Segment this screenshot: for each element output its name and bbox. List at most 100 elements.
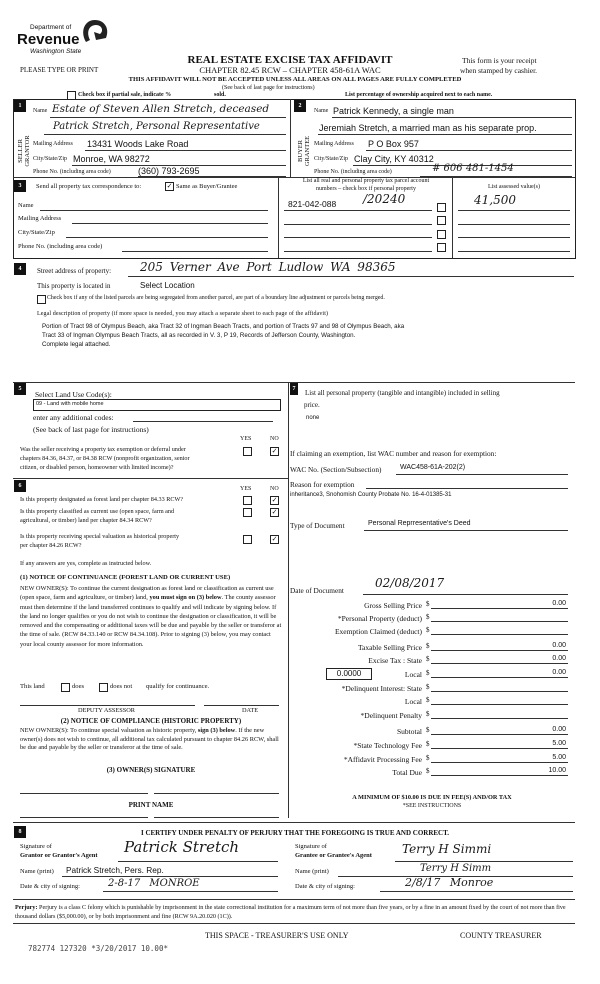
corr-mailing-input[interactable] xyxy=(72,223,268,224)
line xyxy=(431,775,568,776)
doc-type-value[interactable]: Personal Reprresentative's Deed xyxy=(368,520,471,527)
buyer-name-label: Name xyxy=(314,108,329,114)
personal-property-checkbox[interactable] xyxy=(437,203,446,212)
fee-value[interactable]: 0.00 xyxy=(552,642,566,649)
dollar-sign: $ xyxy=(426,655,430,663)
line xyxy=(458,237,570,238)
historic-no-checkbox[interactable]: ✓ xyxy=(270,535,279,544)
buyer-name[interactable]: Patrick Kennedy, a single man xyxy=(333,106,454,116)
fee-value[interactable]: 5.00 xyxy=(552,754,566,761)
owner-signature-line[interactable] xyxy=(20,793,148,794)
seller-phone[interactable]: (360) 793-2695 xyxy=(138,166,200,176)
personal-property-checkbox[interactable] xyxy=(437,230,446,239)
doc-date-label: Date of Document xyxy=(290,586,344,595)
legal-description-3[interactable]: Complete legal attached. xyxy=(42,341,111,348)
divider xyxy=(13,382,575,383)
fee-label: Exemption Claimed (deduct) xyxy=(334,627,422,636)
grantee-name[interactable]: Terry H Simm xyxy=(420,863,492,874)
parties-box xyxy=(13,99,576,259)
seller-name[interactable]: Estate of Steven Allen Stretch, deceased xyxy=(52,103,270,115)
line xyxy=(431,734,568,735)
grantee-signature-line[interactable] xyxy=(395,861,573,862)
line xyxy=(85,150,286,151)
current-use-yes-checkbox[interactable] xyxy=(243,508,252,517)
owner-signature-line[interactable] xyxy=(154,793,279,794)
date-line[interactable] xyxy=(204,705,279,706)
fee-value[interactable]: 0.00 xyxy=(552,600,566,607)
same-as-buyer-checkbox[interactable]: ✓ xyxy=(165,182,174,191)
seller-mailing[interactable]: 13431 Woods Lake Road xyxy=(87,139,189,149)
additional-codes-input[interactable] xyxy=(133,421,273,422)
personal-property-checkbox[interactable] xyxy=(437,216,446,225)
wac-number[interactable]: WAC458-61A-202(2) xyxy=(400,464,466,471)
county-treasurer-label: COUNTY TREASURER xyxy=(460,931,542,940)
grantor-signature-line[interactable] xyxy=(118,861,278,862)
segregated-checkbox[interactable] xyxy=(37,295,46,304)
buyer-city[interactable]: Clay City, KY 40312 xyxy=(354,154,434,164)
section-number-8: 8 xyxy=(14,826,26,838)
treasurer-space-label: THIS SPACE - TREASURER'S USE ONLY xyxy=(205,931,349,940)
exemption-question-2: chapters 84.36, 84.37, or 84.38 RCW (non… xyxy=(20,455,190,462)
legal-description-1[interactable]: Portion of Tract 98 of Olympus Beach, ak… xyxy=(42,323,405,330)
line xyxy=(431,621,568,622)
legal-description-2[interactable]: Tract 33 of Ingman Olympus Beach Tracts,… xyxy=(42,332,356,339)
print-name-line[interactable] xyxy=(20,817,148,818)
segregated-label: Check box if any of the listed parcels a… xyxy=(47,295,385,301)
receipt-note-2: when stamped by cashier. xyxy=(460,66,538,75)
divider xyxy=(13,899,575,900)
location-select[interactable]: Select Location xyxy=(140,281,195,290)
fee-value[interactable]: 0.00 xyxy=(552,669,566,676)
assessed-value[interactable]: 41,500 xyxy=(474,193,516,207)
doc-date-value[interactable]: 02/08/2017 xyxy=(375,576,445,590)
fee-value[interactable]: 5.00 xyxy=(552,740,566,747)
does-qualify-checkbox[interactable] xyxy=(61,683,70,692)
dollar-sign: $ xyxy=(426,626,430,634)
qualify-label: qualify for continuance. xyxy=(146,683,210,690)
grantee-date-city[interactable]: 2/8/17 Monroe xyxy=(405,876,494,889)
notice-text: . The county assessor must then determin… xyxy=(20,594,282,648)
buyer-phone[interactable]: # 606 481-1454 xyxy=(432,163,514,174)
line xyxy=(72,165,286,166)
forest-no-checkbox[interactable]: ✓ xyxy=(270,496,279,505)
does-not-qualify-checkbox[interactable] xyxy=(99,683,108,692)
line xyxy=(284,237,432,238)
buyer-name-2[interactable]: Jeremiah Stretch, a married man as his s… xyxy=(319,123,537,133)
corr-name-input[interactable] xyxy=(40,210,268,211)
grantor-name[interactable]: Patrick Stretch, Pers. Rep. xyxy=(66,865,164,875)
grantee-agent-label: Grantee or Grantee's Agent xyxy=(295,852,372,859)
parcel-number[interactable]: 821-042-088 xyxy=(288,199,337,209)
local-rate-box[interactable]: 0.0000 xyxy=(326,668,372,680)
historic-yes-checkbox[interactable] xyxy=(243,535,252,544)
line xyxy=(284,251,432,252)
divider xyxy=(278,177,279,258)
parcel-number-hand: /20240 xyxy=(363,192,406,206)
forest-yes-checkbox[interactable] xyxy=(243,496,252,505)
print-name-line[interactable] xyxy=(154,817,279,818)
line xyxy=(431,608,568,609)
fee-value[interactable]: 10.00 xyxy=(548,767,566,774)
buyer-mailing[interactable]: P O Box 957 xyxy=(368,139,419,149)
personal-property-checkbox[interactable] xyxy=(437,243,446,252)
exemption-no-checkbox[interactable]: ✓ xyxy=(270,447,279,456)
deputy-assessor-line[interactable] xyxy=(20,705,195,706)
logo-swirl-icon xyxy=(83,20,108,42)
same-as-buyer-label: Same as Buyer/Grantee xyxy=(176,183,238,190)
fee-value[interactable]: 0.00 xyxy=(552,726,566,733)
exemption-question-1: Was the seller receiving a property tax … xyxy=(20,446,186,453)
street-address[interactable]: 205 Verner Ave Port Ludlow WA 98365 xyxy=(140,260,396,274)
corr-phone-input[interactable] xyxy=(122,251,268,252)
exemption-yes-checkbox[interactable] xyxy=(243,447,252,456)
grantee-signature-of: Signature of xyxy=(295,843,327,850)
dollar-sign: $ xyxy=(426,669,430,677)
reason-value[interactable]: inheritance3, Snohomish County Probate N… xyxy=(290,492,452,498)
corr-city-input[interactable] xyxy=(66,237,268,238)
grantor-date-city[interactable]: 2-8-17 MONROE xyxy=(108,878,200,889)
seller-city[interactable]: Monroe, WA 98272 xyxy=(73,154,150,164)
land-use-select[interactable]: 09 - Land with mobile home xyxy=(33,399,281,411)
notice-bold: you must sign on (3) below xyxy=(149,594,222,602)
line xyxy=(62,876,278,877)
personal-property-value[interactable]: none xyxy=(306,415,320,421)
fee-value[interactable]: 0.00 xyxy=(552,655,566,662)
seller-name-2[interactable]: Patrick Stretch, Personal Representative xyxy=(53,121,260,132)
current-use-no-checkbox[interactable]: ✓ xyxy=(270,508,279,517)
